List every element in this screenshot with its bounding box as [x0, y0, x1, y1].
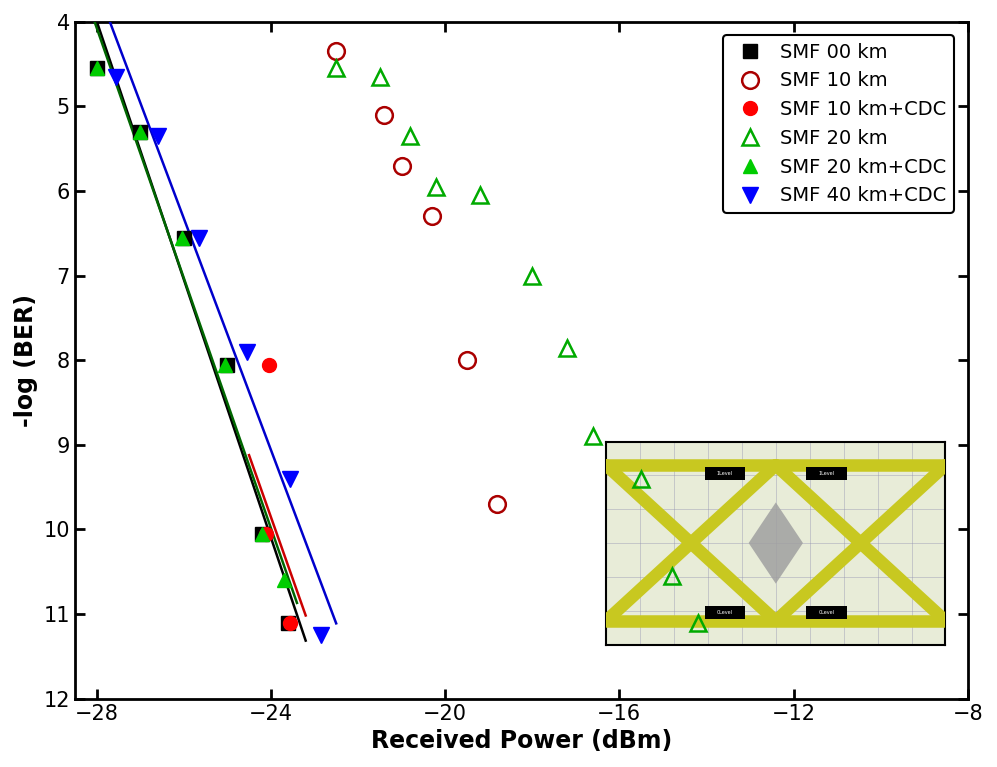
- Legend: SMF 00 km, SMF 10 km, SMF 10 km+CDC, SMF 20 km, SMF 20 km+CDC, SMF 40 km+CDC: SMF 00 km, SMF 10 km, SMF 10 km+CDC, SMF…: [723, 35, 953, 213]
- X-axis label: Received Power (dBm): Received Power (dBm): [371, 729, 672, 753]
- Y-axis label: -log (BER): -log (BER): [14, 294, 38, 426]
- Text: BTB eye: BTB eye: [728, 489, 824, 509]
